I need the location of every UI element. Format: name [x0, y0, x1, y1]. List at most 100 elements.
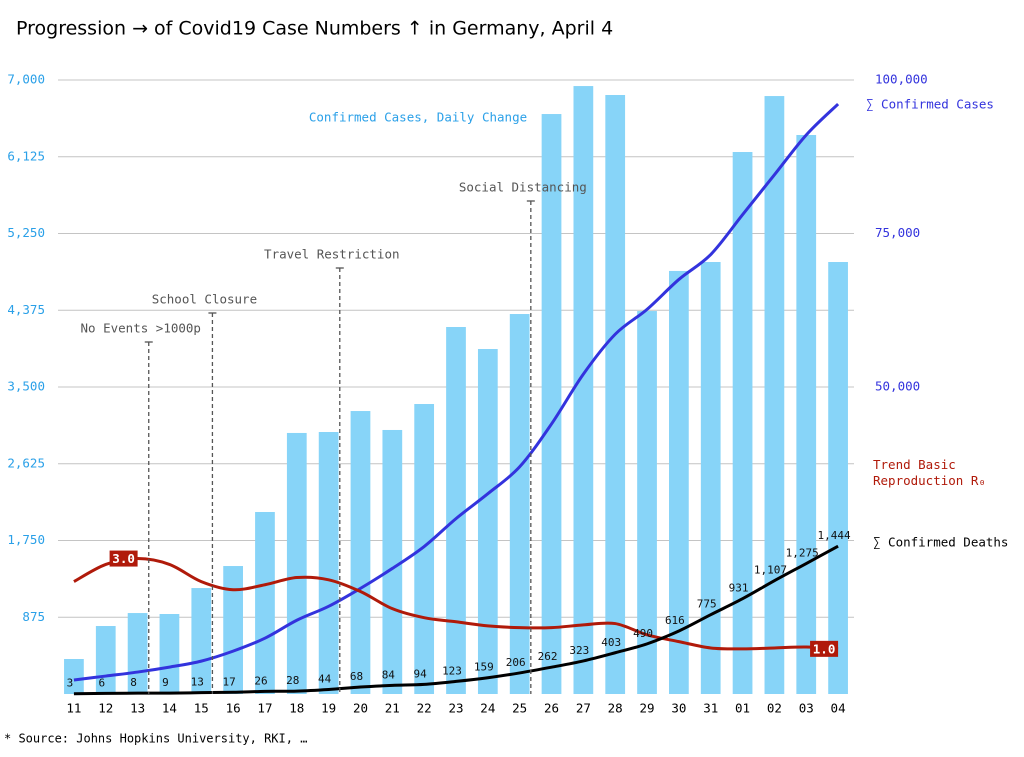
line [73, 102, 840, 682]
death-value-label: 616 [665, 614, 685, 627]
death-value-label: 84 [382, 668, 396, 681]
x-tick-label: 18 [289, 701, 304, 716]
x-tick-label: 29 [640, 701, 655, 716]
r0-legend-label: Trend Basic Reproduction R₀ [873, 457, 986, 488]
y-tick-label: 5,250 [7, 225, 45, 240]
y-tick-label: 3,500 [7, 379, 45, 394]
legend-label: ∑ Confirmed Deaths [873, 535, 1008, 550]
bar [796, 134, 817, 695]
bar [732, 152, 753, 694]
bar [64, 659, 84, 694]
y-tick-label: 4,375 [7, 302, 45, 317]
bar [286, 432, 307, 694]
x-tick-label: 27 [576, 701, 591, 716]
x-tick-label: 14 [162, 701, 177, 716]
death-value-label: 94 [414, 667, 428, 680]
event-label: No Events >1000p [81, 321, 201, 336]
bar [318, 431, 339, 694]
x-tick-label: 20 [353, 701, 368, 716]
bar [477, 349, 498, 694]
x-tick-label: 30 [671, 701, 686, 716]
bar [700, 262, 721, 694]
bar [414, 404, 435, 694]
death-value-label: 26 [254, 674, 267, 687]
death-value-label: 123 [442, 664, 462, 677]
r0-value-label: 3.0 [112, 551, 135, 566]
bar [605, 94, 626, 694]
death-value-label: 1,275 [786, 547, 819, 560]
bar [509, 314, 530, 694]
death-value-label: 8 [130, 676, 137, 689]
bar [223, 566, 243, 694]
y2-tick-label: 50,000 [875, 379, 920, 394]
death-value-label: 68 [350, 670, 363, 683]
y-tick-label: 875 [22, 609, 45, 624]
bar [669, 270, 689, 694]
x-tick-label: 03 [799, 701, 814, 716]
death-value-label: 1,444 [818, 529, 851, 542]
death-value-label: 159 [474, 661, 494, 674]
bar [446, 327, 466, 694]
death-value-label: 206 [506, 656, 526, 669]
bar [764, 96, 785, 695]
x-tick-label: 15 [194, 701, 209, 716]
death-value-label: 403 [601, 636, 621, 649]
death-value-label: 1,107 [754, 564, 787, 577]
bar [828, 262, 848, 694]
event-label: Social Distancing [459, 180, 587, 195]
x-tick-label: 21 [385, 701, 400, 716]
bar [573, 86, 594, 694]
death-value-label: 490 [633, 627, 653, 640]
legend-label: ∑ Confirmed Cases [866, 97, 994, 112]
r0-label-box [810, 640, 839, 657]
y-tick-label: 6,125 [7, 148, 45, 163]
death-value-label: 17 [222, 675, 235, 688]
death-value-label: 9 [162, 676, 169, 689]
r0-value-label: 1.0 [813, 641, 836, 656]
y-tick-label: 1,750 [7, 532, 45, 547]
x-tick-label: 16 [226, 701, 241, 716]
r0-label-box [109, 550, 138, 567]
bar [191, 588, 212, 694]
x-tick-label: 04 [831, 701, 846, 716]
bar [159, 614, 180, 694]
x-tick-label: 26 [544, 701, 559, 716]
x-tick-label: 02 [767, 701, 782, 716]
death-value-label: 262 [538, 650, 558, 663]
line [73, 557, 839, 651]
y2-tick-label: 100,000 [875, 72, 928, 87]
x-tick-label: 12 [98, 701, 113, 716]
x-tick-label: 28 [608, 701, 623, 716]
death-value-label: 323 [569, 644, 589, 657]
x-tick-label: 31 [703, 701, 718, 716]
x-tick-label: 17 [257, 701, 272, 716]
y2-tick-label: 75,000 [875, 225, 920, 240]
death-value-label: 28 [286, 674, 299, 687]
death-value-label: 931 [729, 582, 749, 595]
line [73, 544, 839, 696]
legend-label: Confirmed Cases, Daily Change [309, 110, 527, 125]
x-tick-label: 19 [321, 701, 336, 716]
death-value-label: 3 [67, 677, 74, 690]
x-tick-label: 13 [130, 701, 145, 716]
death-value-label: 775 [697, 598, 717, 611]
bar [382, 429, 403, 694]
bar [637, 311, 657, 694]
death-value-label: 6 [98, 676, 105, 689]
x-tick-label: 25 [512, 701, 527, 716]
bar [541, 114, 562, 694]
death-value-label: 44 [318, 672, 332, 685]
source-note: * Source: Johns Hopkins University, RKI,… [4, 732, 307, 746]
death-value-label: 13 [191, 676, 204, 689]
chart-title: Progression → of Covid19 Case Numbers ↑ … [16, 18, 613, 40]
y-tick-label: 7,000 [7, 72, 45, 87]
x-tick-label: 11 [66, 701, 81, 716]
x-tick-label: 24 [480, 701, 495, 716]
event-label: School Closure [152, 292, 257, 307]
y-tick-label: 2,625 [7, 455, 45, 470]
x-tick-label: 23 [448, 701, 463, 716]
bar [350, 411, 371, 694]
bar [255, 511, 275, 694]
